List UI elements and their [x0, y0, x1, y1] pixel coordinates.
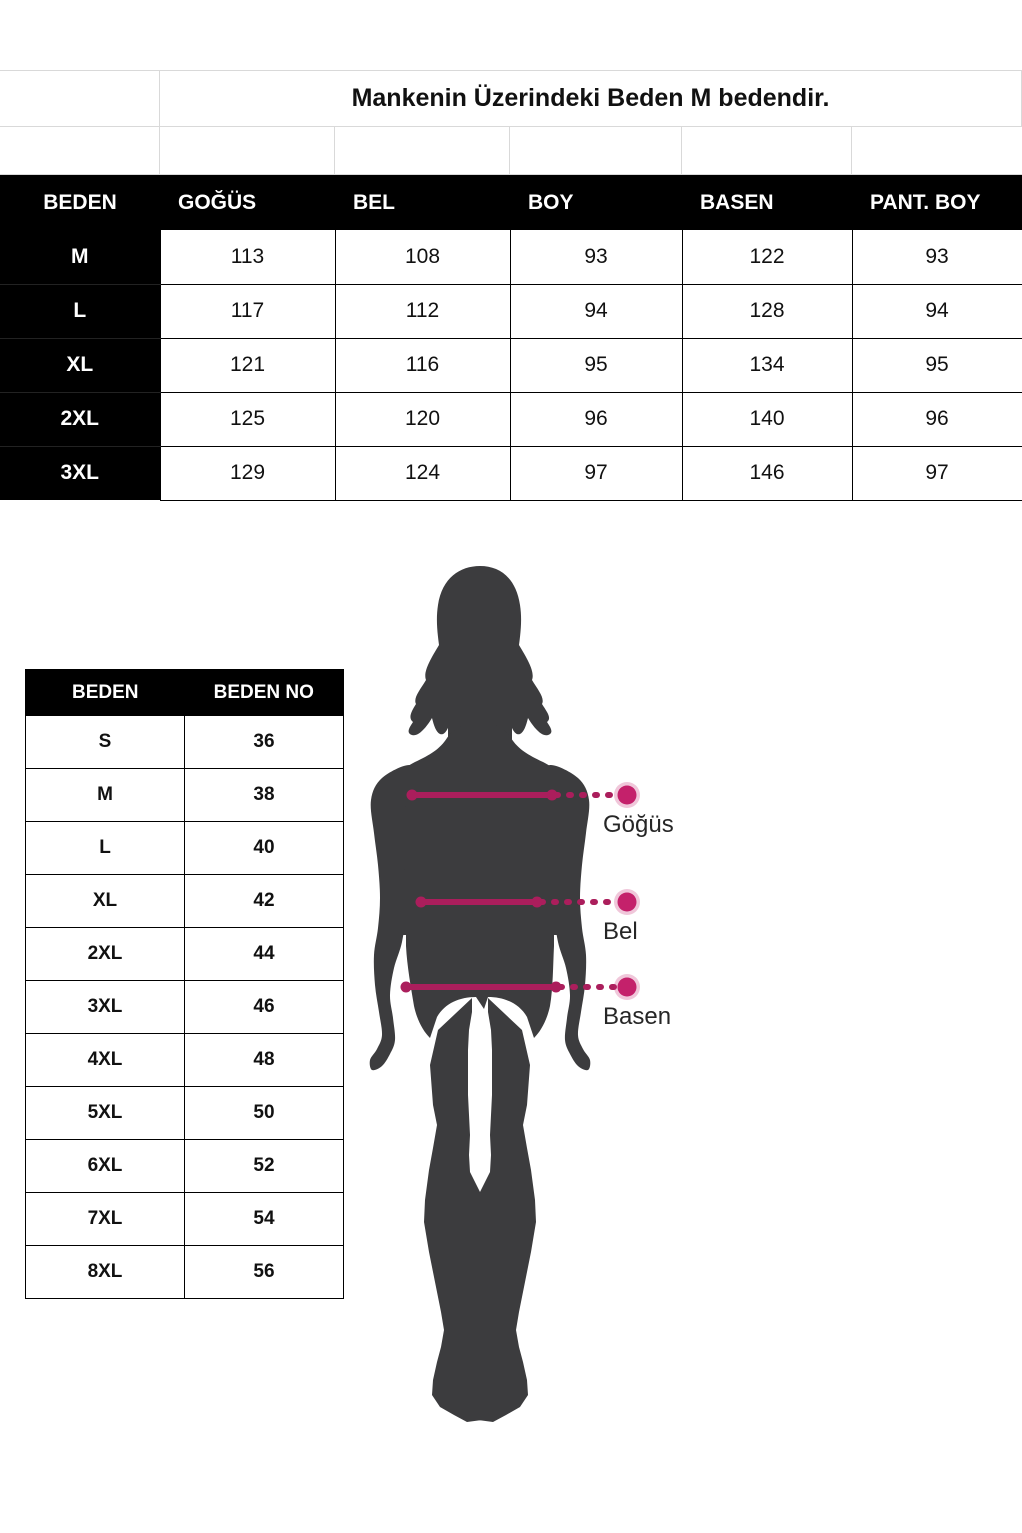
svg-text:Basen: Basen [603, 1003, 671, 1030]
svg-text:Bel: Bel [603, 918, 638, 945]
svg-text:Göğüs: Göğüs [603, 811, 674, 838]
